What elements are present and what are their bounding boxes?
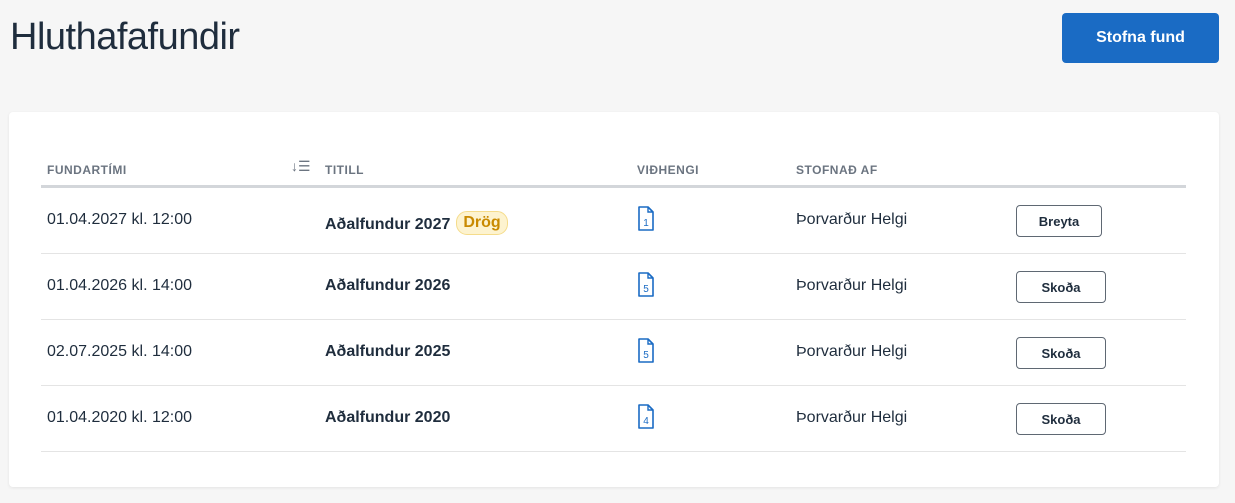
- meeting-time: 01.04.2027 kl. 12:00: [47, 211, 193, 228]
- attachment-document-icon[interactable]: 5: [637, 272, 655, 298]
- table-row: 01.04.2026 kl. 14:00 Aðalfundur 2026 5 Þ…: [41, 254, 1186, 320]
- column-header-attachments: VIÐHENGI: [637, 163, 700, 177]
- meeting-title-text: Aðalfundur 2020: [325, 409, 451, 426]
- meeting-title-text: Aðalfundur 2027: [325, 216, 451, 233]
- page-title: Hluthafafundir: [10, 16, 240, 58]
- status-badge: Drög: [456, 211, 508, 235]
- created-by: Þorvarður Helgi: [796, 211, 908, 228]
- column-header-title[interactable]: TITILL: [325, 163, 364, 177]
- meeting-title: Aðalfundur 2026: [325, 277, 450, 295]
- attachment-count: 4: [643, 416, 649, 427]
- sort-descending-icon[interactable]: ↓☰: [291, 158, 311, 174]
- meeting-title: Aðalfundur 2025: [325, 343, 450, 361]
- created-by: Þorvarður Helgi: [796, 409, 908, 426]
- attachment-document-icon[interactable]: 5: [637, 338, 655, 364]
- column-header-created-by: STOFNAÐ AF: [796, 163, 878, 177]
- table-row: 01.04.2020 kl. 12:00 Aðalfundur 2020 4 Þ…: [41, 386, 1186, 452]
- meeting-title-text: Aðalfundur 2025: [325, 343, 451, 360]
- meeting-title: Aðalfundur 2027 Drög: [325, 211, 508, 235]
- attachment-document-icon[interactable]: 4: [637, 404, 655, 430]
- meeting-title: Aðalfundur 2020: [325, 409, 450, 427]
- created-by: Þorvarður Helgi: [796, 343, 908, 360]
- attachment-document-icon[interactable]: 1: [637, 206, 655, 232]
- meetings-table: FUNDARTÍMI ↓☰ TITILL VIÐHENGI STOFNAÐ AF…: [9, 112, 1219, 487]
- attachment-count: 5: [643, 350, 649, 361]
- column-header-time[interactable]: FUNDARTÍMI: [47, 163, 127, 177]
- create-meeting-button[interactable]: Stofna fund: [1062, 13, 1219, 63]
- table-row: 01.04.2027 kl. 12:00 Aðalfundur 2027 Drög…: [41, 188, 1186, 254]
- table-header: FUNDARTÍMI ↓☰ TITILL VIÐHENGI STOFNAÐ AF: [41, 156, 1186, 188]
- meeting-time: 01.04.2020 kl. 12:00: [47, 409, 193, 426]
- view-button[interactable]: Skoða: [1016, 337, 1106, 369]
- meeting-time: 02.07.2025 kl. 14:00: [47, 343, 193, 360]
- edit-button[interactable]: Breyta: [1016, 205, 1102, 237]
- view-button[interactable]: Skoða: [1016, 403, 1106, 435]
- table-row: 02.07.2025 kl. 14:00 Aðalfundur 2025 5 Þ…: [41, 320, 1186, 386]
- created-by: Þorvarður Helgi: [796, 277, 908, 294]
- meeting-time: 01.04.2026 kl. 14:00: [47, 277, 193, 294]
- attachment-count: 1: [643, 218, 649, 229]
- meeting-title-text: Aðalfundur 2026: [325, 277, 451, 294]
- view-button[interactable]: Skoða: [1016, 271, 1106, 303]
- attachment-count: 5: [643, 284, 649, 295]
